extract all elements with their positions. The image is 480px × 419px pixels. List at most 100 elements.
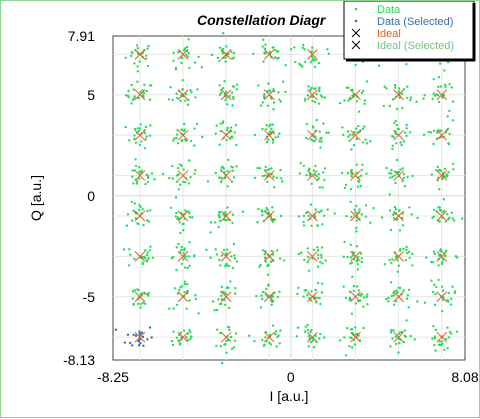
- data-point: [274, 136, 277, 139]
- data-point: [218, 59, 221, 63]
- data-point: [125, 94, 128, 97]
- data-point: [322, 171, 325, 174]
- data-point-selected: [140, 331, 144, 334]
- data-point: [392, 329, 395, 332]
- data-point: [430, 173, 433, 176]
- data-point: [365, 172, 368, 175]
- legend-item[interactable]: Data (Selected): [354, 16, 454, 28]
- data-point: [348, 298, 351, 301]
- data-point: [405, 248, 408, 252]
- ideal-point-marker: [134, 49, 146, 60]
- data-point: [235, 88, 239, 91]
- data-point: [377, 64, 381, 67]
- data-point: [139, 302, 142, 306]
- data-point: [391, 337, 394, 340]
- legend-item[interactable]: Ideal (Selected): [351, 40, 454, 52]
- data-point: [183, 282, 187, 286]
- data-point: [312, 140, 315, 143]
- data-point: [403, 131, 407, 134]
- data-point: [133, 62, 136, 65]
- data-point: [402, 172, 406, 176]
- data-point: [310, 290, 313, 293]
- data-point: [394, 119, 397, 123]
- data-point: [452, 100, 455, 103]
- data-point: [173, 287, 177, 290]
- data-point: [415, 100, 418, 103]
- data-point: [209, 256, 212, 259]
- data-point: [320, 282, 324, 285]
- data-point: [263, 94, 266, 98]
- data-point: [398, 341, 401, 345]
- data-point: [182, 168, 185, 171]
- data-point: [437, 278, 440, 282]
- data-point: [140, 140, 143, 143]
- data-point: [351, 254, 354, 257]
- data-point: [388, 259, 391, 262]
- data-point: [314, 208, 317, 211]
- data-point: [406, 175, 409, 179]
- data-point: [129, 253, 132, 256]
- data-point: [350, 346, 354, 349]
- data-point: [310, 182, 313, 185]
- data-point: [187, 52, 190, 55]
- data-point: [352, 289, 355, 292]
- data-point: [350, 148, 353, 151]
- data-point: [356, 263, 360, 266]
- data-point: [175, 174, 179, 177]
- data-point: [252, 52, 255, 55]
- data-point: [390, 168, 393, 172]
- data-point: [135, 182, 139, 185]
- data-point: [134, 141, 138, 144]
- data-point: [392, 217, 396, 220]
- data-point: [259, 263, 262, 267]
- data-point: [144, 125, 148, 129]
- data-point: [271, 141, 275, 144]
- data-point-selected: [114, 328, 118, 331]
- data-point: [183, 122, 186, 126]
- data-point: [311, 99, 314, 103]
- data-point: [182, 252, 185, 255]
- data-point: [255, 294, 258, 298]
- data-point: [314, 59, 317, 62]
- data-point: [218, 176, 221, 179]
- data-point: [232, 97, 235, 101]
- data-point: [448, 83, 451, 86]
- data-point: [141, 208, 144, 211]
- data-point: [365, 295, 368, 299]
- data-point: [187, 182, 191, 185]
- data-point: [323, 96, 327, 99]
- data-point: [277, 91, 280, 94]
- data-point: [405, 63, 408, 66]
- data-point: [342, 285, 345, 288]
- data-point: [372, 207, 375, 210]
- data-point: [301, 46, 304, 49]
- data-point: [174, 68, 178, 71]
- legend-item[interactable]: Data: [354, 4, 401, 16]
- data-point: [364, 215, 368, 218]
- legend-item[interactable]: Ideal: [351, 28, 401, 40]
- data-point: [393, 174, 396, 177]
- data-point: [225, 351, 228, 354]
- data-point: [230, 50, 233, 53]
- data-point: [171, 343, 175, 347]
- data-point: [279, 168, 282, 172]
- ideal-point-marker: [263, 331, 275, 343]
- data-point: [355, 100, 359, 103]
- data-point: [125, 224, 128, 227]
- data-point: [269, 260, 273, 263]
- data-point: [447, 291, 450, 295]
- data-point: [219, 122, 222, 125]
- data-point: [305, 122, 308, 126]
- data-point: [230, 335, 233, 339]
- data-point: [308, 269, 311, 272]
- data-point: [200, 66, 203, 69]
- data-point: [148, 134, 152, 137]
- data-point: [218, 258, 221, 262]
- data-point: [234, 287, 237, 290]
- data-point: [190, 91, 193, 94]
- data-point: [366, 303, 369, 306]
- data-point: [392, 294, 396, 297]
- data-point: [261, 338, 264, 342]
- data-point: [145, 219, 149, 222]
